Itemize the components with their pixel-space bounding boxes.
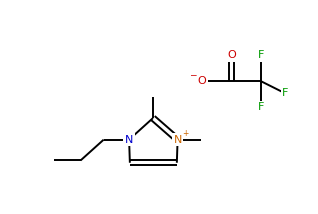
Text: −: − <box>189 70 197 79</box>
Text: F: F <box>258 50 264 60</box>
Text: F: F <box>258 102 264 112</box>
Text: F: F <box>282 88 289 98</box>
Text: N: N <box>125 135 133 145</box>
Text: O: O <box>227 50 236 60</box>
Text: +: + <box>182 129 189 138</box>
Text: O: O <box>198 76 207 86</box>
Text: N: N <box>173 135 182 145</box>
